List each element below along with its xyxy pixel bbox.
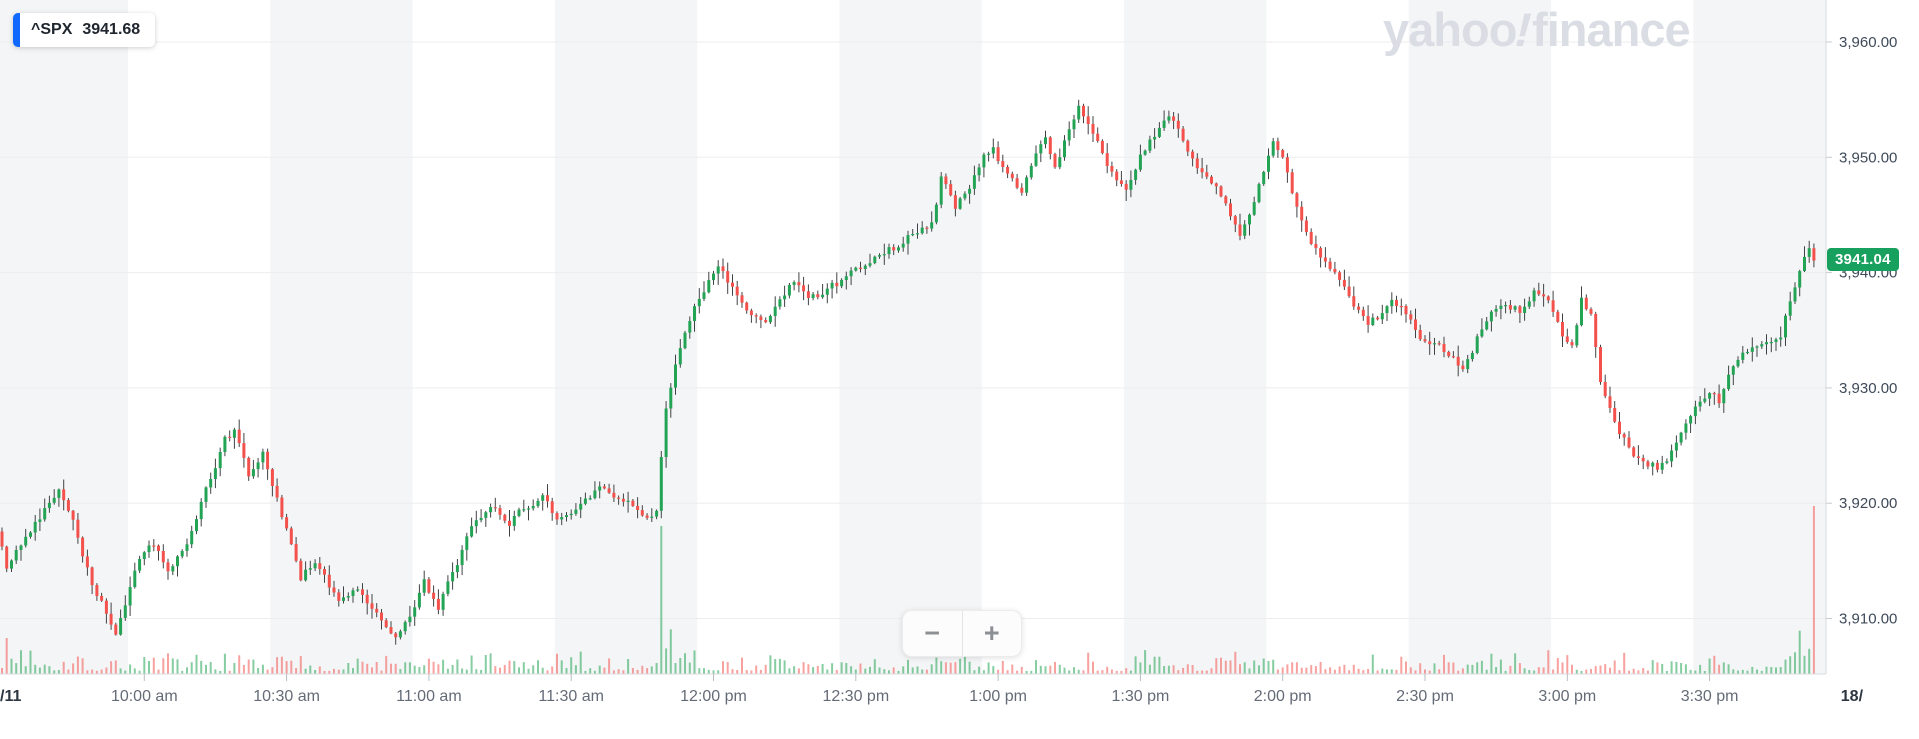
y-axis-label: 3,960.00 [1839,34,1897,51]
x-axis-label: 11:00 am [396,688,462,705]
legend-symbol: ^SPX [31,21,73,38]
y-axis-label: 3,920.00 [1839,495,1897,512]
watermark-yahoo: yahoo [1383,3,1517,56]
symbol-legend-badge: ^SPX 3941.68 [13,13,156,47]
current-price-badge: 3941.04 [1827,247,1899,271]
y-axis-label: 3,950.00 [1839,149,1897,166]
x-axis-label: 1:00 pm [969,688,1027,705]
x-axis-label: 2:00 pm [1254,688,1312,705]
y-axis-label: 3,930.00 [1839,380,1897,397]
x-axis-label: 18/ [1841,688,1864,705]
zoom-in-button[interactable]: + [963,611,1022,656]
x-axis-label: 10:00 am [111,688,178,705]
volume-series [1,506,1815,674]
x-axis-label: /11 [0,688,21,705]
zoom-out-button[interactable]: − [903,611,963,656]
x-axis-label: 1:30 pm [1111,688,1169,705]
watermark-finance: finance [1532,3,1691,56]
x-axis-label: 11:30 am [538,688,604,705]
x-axis-label: 3:00 pm [1538,688,1596,705]
axis-frame [0,0,1827,675]
x-axis-label: 12:30 pm [822,688,889,705]
x-axis-label: 12:00 pm [680,688,747,705]
background-stripes [0,0,1826,674]
y-axis-label: 3,910.00 [1839,611,1897,628]
x-axis-label: 10:30 am [253,688,320,705]
chart-zoom-controls: − + [902,610,1022,657]
x-axis-label: 3:30 pm [1681,688,1739,705]
legend-accent-bar [13,13,20,47]
y-axis: 3,960.003,950.003,940.003,930.003,920.00… [1826,34,1897,628]
legend-price: 3941.68 [82,21,141,38]
x-axis-label: 2:30 pm [1396,688,1454,705]
yahoo-finance-watermark: yahoo!finance [1383,2,1691,57]
candlestick-series [0,99,1816,645]
x-axis: /11 10:00 am 10:30 am 11:00 am 11:30 am 12:00… [0,674,1864,705]
